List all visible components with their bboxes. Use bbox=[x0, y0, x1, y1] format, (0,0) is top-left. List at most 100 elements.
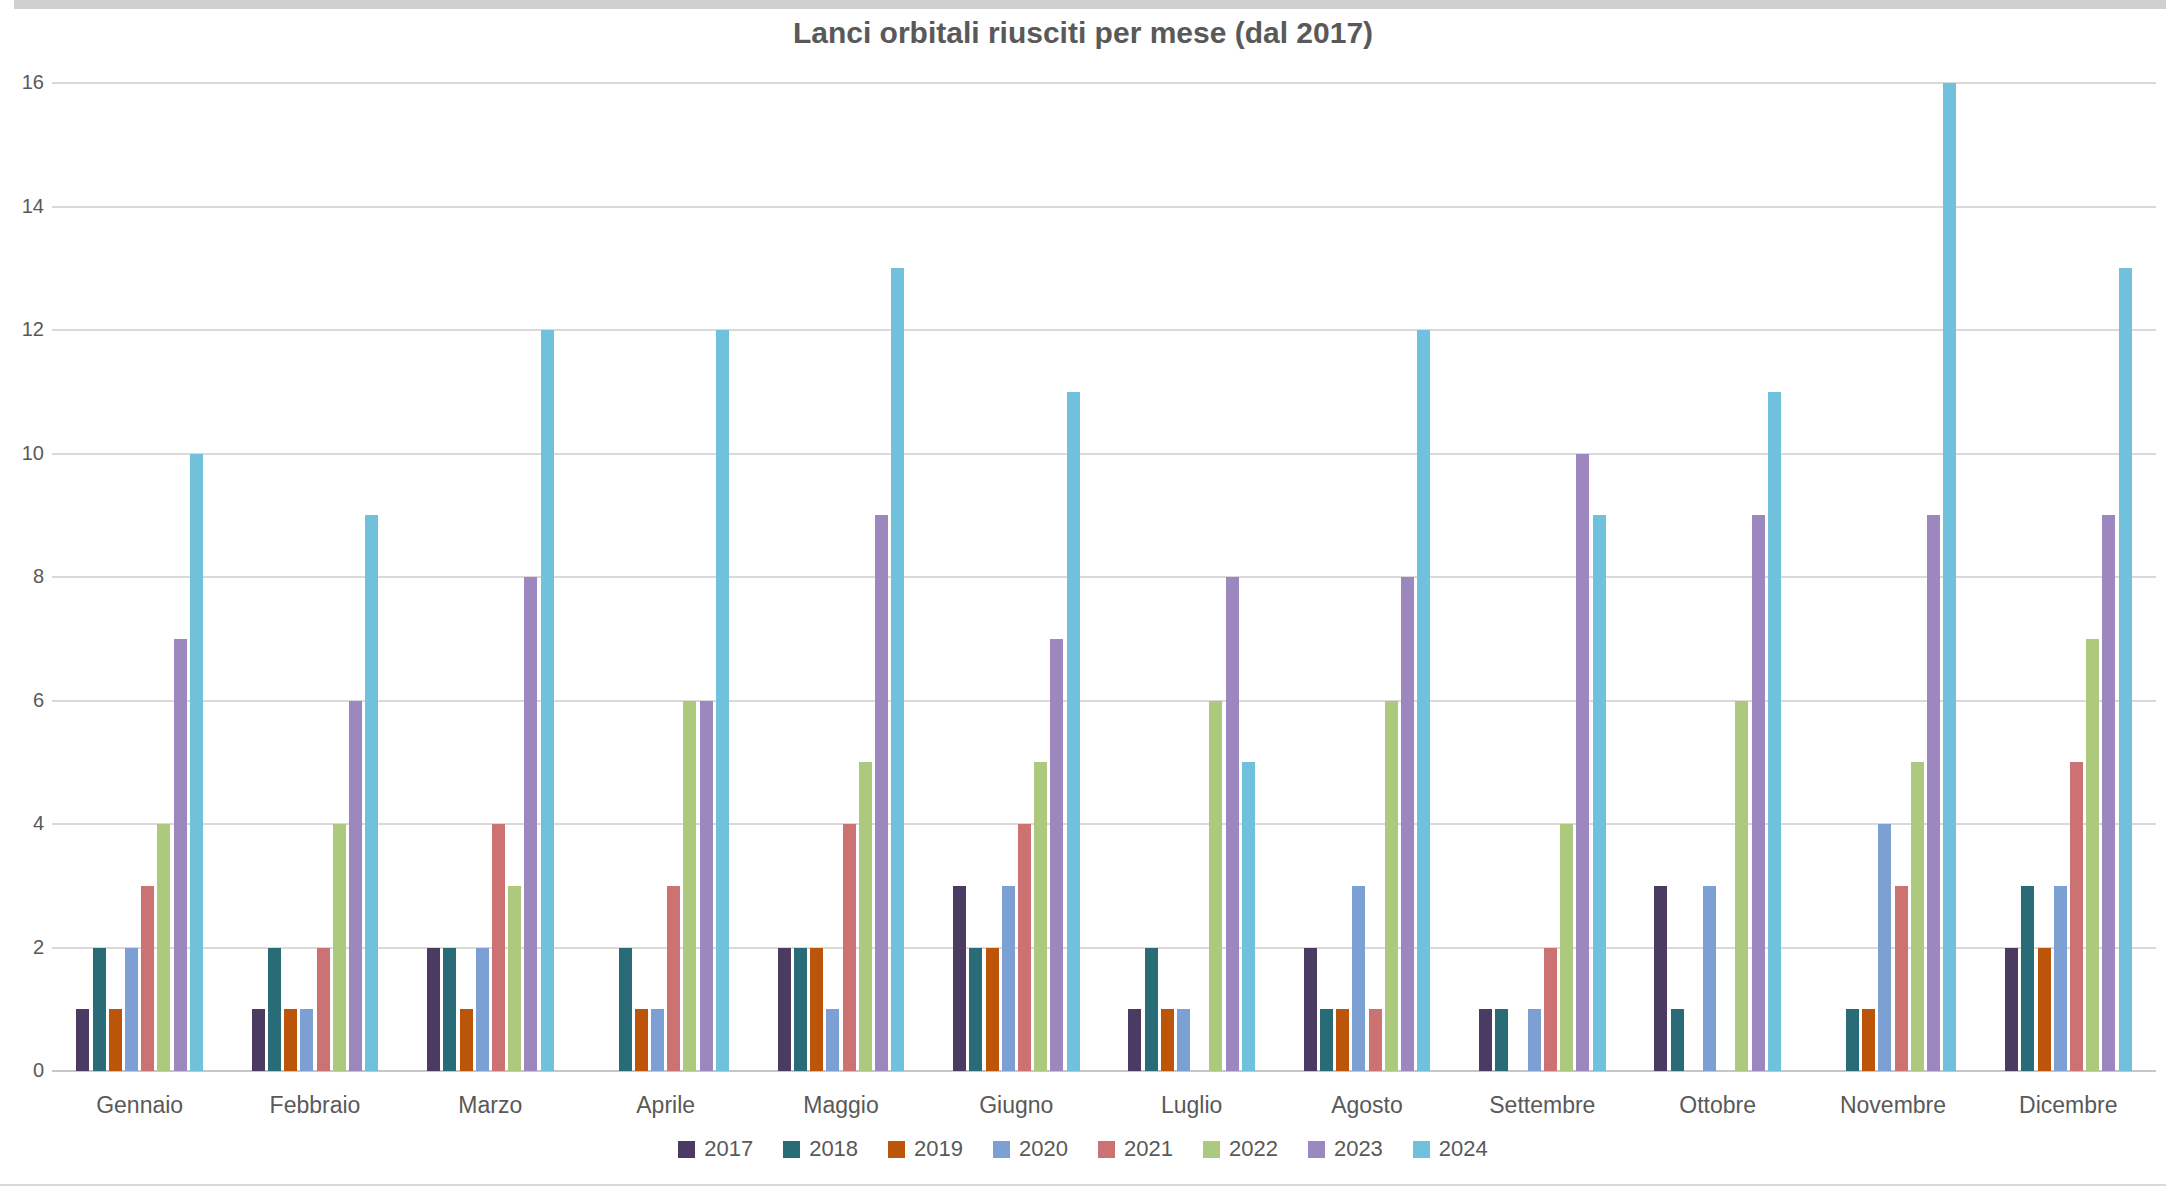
legend-label-2022: 2022 bbox=[1229, 1138, 1278, 1160]
chart-bottom-border bbox=[0, 1184, 2166, 1186]
y-axis-tick-label-14: 14 bbox=[4, 195, 44, 218]
legend-label-2021: 2021 bbox=[1124, 1138, 1173, 1160]
legend-item-2024: 2024 bbox=[1413, 1138, 1488, 1160]
legend-label-2017: 2017 bbox=[704, 1138, 753, 1160]
y-axis-tick-label-2: 2 bbox=[4, 936, 44, 959]
bar-2022-novembre bbox=[1911, 762, 1924, 1071]
legend-item-2018: 2018 bbox=[783, 1138, 858, 1160]
bar-2018-luglio bbox=[1145, 948, 1158, 1072]
bar-2019-gennaio bbox=[109, 1009, 122, 1071]
gridline-12 bbox=[52, 329, 2156, 331]
legend-swatch-2020 bbox=[993, 1141, 1010, 1158]
bar-2021-febbraio bbox=[317, 948, 330, 1072]
bar-2022-marzo bbox=[508, 886, 521, 1071]
bar-2024-maggio bbox=[891, 268, 904, 1071]
bar-2019-luglio bbox=[1161, 1009, 1174, 1071]
chart-legend: 2017 2018 2019 2020 2021 2022 2023 2024 bbox=[0, 1138, 2166, 1160]
x-axis-label-luglio: Luglio bbox=[1104, 1092, 1279, 1119]
legend-item-2021: 2021 bbox=[1098, 1138, 1173, 1160]
x-axis-label-dicembre: Dicembre bbox=[1981, 1092, 2156, 1119]
bar-2022-settembre bbox=[1560, 824, 1573, 1071]
legend-swatch-2021 bbox=[1098, 1141, 1115, 1158]
bar-2023-febbraio bbox=[349, 701, 362, 1072]
bar-2023-novembre bbox=[1927, 515, 1940, 1071]
bar-2021-gennaio bbox=[141, 886, 154, 1071]
bar-2018-giugno bbox=[969, 948, 982, 1072]
bar-2018-marzo bbox=[443, 948, 456, 1072]
bar-2019-agosto bbox=[1336, 1009, 1349, 1071]
bar-2019-maggio bbox=[810, 948, 823, 1072]
legend-label-2020: 2020 bbox=[1019, 1138, 1068, 1160]
bar-2021-dicembre bbox=[2070, 762, 2083, 1071]
bar-2021-giugno bbox=[1018, 824, 1031, 1071]
bar-2019-febbraio bbox=[284, 1009, 297, 1071]
legend-label-2023: 2023 bbox=[1334, 1138, 1383, 1160]
bar-2022-gennaio bbox=[157, 824, 170, 1071]
legend-swatch-2019 bbox=[888, 1141, 905, 1158]
x-axis-label-agosto: Agosto bbox=[1279, 1092, 1454, 1119]
bar-2023-gennaio bbox=[174, 639, 187, 1071]
legend-label-2019: 2019 bbox=[914, 1138, 963, 1160]
bar-2020-gennaio bbox=[125, 948, 138, 1072]
bar-2017-febbraio bbox=[252, 1009, 265, 1071]
bar-2021-marzo bbox=[492, 824, 505, 1071]
bar-2024-novembre bbox=[1943, 83, 1956, 1071]
bar-2023-dicembre bbox=[2102, 515, 2115, 1071]
bar-2024-ottobre bbox=[1768, 392, 1781, 1071]
bar-2019-novembre bbox=[1862, 1009, 1875, 1071]
bar-2021-aprile bbox=[667, 886, 680, 1071]
legend-item-2022: 2022 bbox=[1203, 1138, 1278, 1160]
bar-2024-marzo bbox=[541, 330, 554, 1071]
bar-2022-ottobre bbox=[1735, 701, 1748, 1072]
x-axis-label-ottobre: Ottobre bbox=[1630, 1092, 1805, 1119]
x-axis-label-aprile: Aprile bbox=[578, 1092, 753, 1119]
bar-2020-dicembre bbox=[2054, 886, 2067, 1071]
bar-2024-febbraio bbox=[365, 515, 378, 1071]
bar-2017-settembre bbox=[1479, 1009, 1492, 1071]
bar-2017-ottobre bbox=[1654, 886, 1667, 1071]
x-axis-label-marzo: Marzo bbox=[403, 1092, 578, 1119]
bar-2020-maggio bbox=[826, 1009, 839, 1071]
legend-swatch-2018 bbox=[783, 1141, 800, 1158]
bar-2020-agosto bbox=[1352, 886, 1365, 1071]
bar-2024-agosto bbox=[1417, 330, 1430, 1071]
legend-label-2024: 2024 bbox=[1439, 1138, 1488, 1160]
bar-2023-luglio bbox=[1226, 577, 1239, 1071]
bar-2024-luglio bbox=[1242, 762, 1255, 1071]
bar-2022-aprile bbox=[683, 701, 696, 1072]
legend-swatch-2022 bbox=[1203, 1141, 1220, 1158]
bar-2023-aprile bbox=[700, 701, 713, 1072]
bar-2019-dicembre bbox=[2038, 948, 2051, 1072]
bar-2019-marzo bbox=[460, 1009, 473, 1071]
bar-2022-maggio bbox=[859, 762, 872, 1071]
bar-2017-agosto bbox=[1304, 948, 1317, 1072]
bar-2017-dicembre bbox=[2005, 948, 2018, 1072]
legend-swatch-2024 bbox=[1413, 1141, 1430, 1158]
bar-2022-febbraio bbox=[333, 824, 346, 1071]
bar-2020-febbraio bbox=[300, 1009, 313, 1071]
legend-item-2019: 2019 bbox=[888, 1138, 963, 1160]
bar-2022-agosto bbox=[1385, 701, 1398, 1072]
x-axis-label-settembre: Settembre bbox=[1455, 1092, 1630, 1119]
bar-2018-aprile bbox=[619, 948, 632, 1072]
bar-2022-luglio bbox=[1209, 701, 1222, 1072]
legend-item-2020: 2020 bbox=[993, 1138, 1068, 1160]
bar-2024-aprile bbox=[716, 330, 729, 1071]
bar-2020-giugno bbox=[1002, 886, 1015, 1071]
bar-2020-novembre bbox=[1878, 824, 1891, 1071]
legend-item-2017: 2017 bbox=[678, 1138, 753, 1160]
bar-2024-settembre bbox=[1593, 515, 1606, 1071]
x-axis-label-febbraio: Febbraio bbox=[227, 1092, 402, 1119]
x-axis-label-novembre: Novembre bbox=[1805, 1092, 1980, 1119]
bar-2018-novembre bbox=[1846, 1009, 1859, 1071]
bar-2019-giugno bbox=[986, 948, 999, 1072]
y-axis-tick-label-12: 12 bbox=[4, 318, 44, 341]
legend-swatch-2023 bbox=[1308, 1141, 1325, 1158]
y-axis-tick-label-8: 8 bbox=[4, 565, 44, 588]
bar-2024-giugno bbox=[1067, 392, 1080, 1071]
bar-2023-maggio bbox=[875, 515, 888, 1071]
y-axis-tick-label-10: 10 bbox=[4, 442, 44, 465]
bar-2023-agosto bbox=[1401, 577, 1414, 1071]
bar-2022-giugno bbox=[1034, 762, 1047, 1071]
bar-2021-settembre bbox=[1544, 948, 1557, 1072]
